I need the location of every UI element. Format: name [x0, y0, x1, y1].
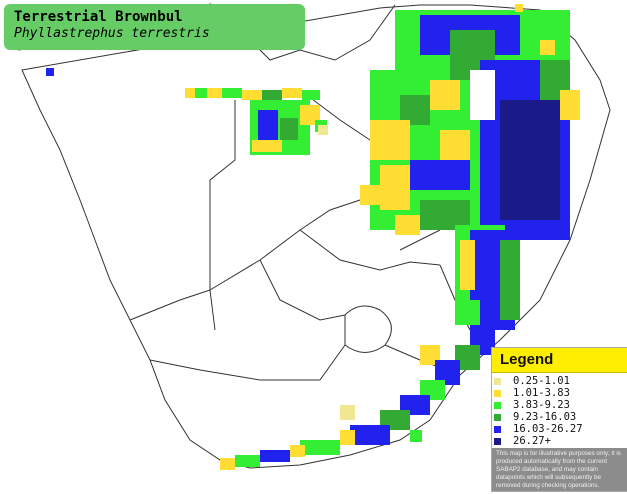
legend-row: 3.83-9.23 [494, 399, 583, 411]
legend-row: 1.01-3.83 [494, 387, 583, 399]
legend-row: 16.03-26.27 [494, 423, 583, 435]
legend-swatch [494, 377, 501, 385]
legend-swatch [494, 413, 501, 421]
legend-label: 3.83-9.23 [513, 399, 570, 411]
legend-label: 9.23-16.03 [513, 411, 577, 423]
legend-swatch [494, 389, 501, 397]
title-box: Terrestrial Brownbul Phyllastrephus terr… [4, 4, 305, 50]
distribution-cells [46, 4, 580, 470]
legend-swatch [494, 401, 501, 409]
legend-panel: Legend 0.25-1.01 1.01-3.83 3.83-9.23 9.2… [491, 347, 627, 492]
species-scientific-name: Phyllastrephus terrestris [14, 26, 210, 41]
legend-items: 0.25-1.01 1.01-3.83 3.83-9.23 9.23-16.03… [494, 375, 583, 447]
legend-swatch [494, 437, 501, 445]
legend-label: 1.01-3.83 [513, 387, 570, 399]
legend-row: 0.25-1.01 [494, 375, 583, 387]
legend-label: 16.03-26.27 [513, 423, 583, 435]
legend-row: 26.27+ [494, 435, 583, 447]
border-provinces [129, 229, 471, 381]
legend-label: 0.25-1.01 [513, 375, 570, 387]
border-namibia-botswana [209, 100, 236, 331]
species-common-name: Terrestrial Brownbul [14, 9, 183, 25]
legend-row: 9.23-16.03 [494, 411, 583, 423]
border-lesotho [344, 305, 392, 353]
legend-title: Legend [500, 351, 554, 368]
legend-header [492, 348, 627, 373]
legend-label: 26.27+ [513, 435, 551, 447]
legend-disclaimer: This map is for illustrative purposes on… [492, 448, 627, 491]
legend-swatch [494, 425, 501, 433]
